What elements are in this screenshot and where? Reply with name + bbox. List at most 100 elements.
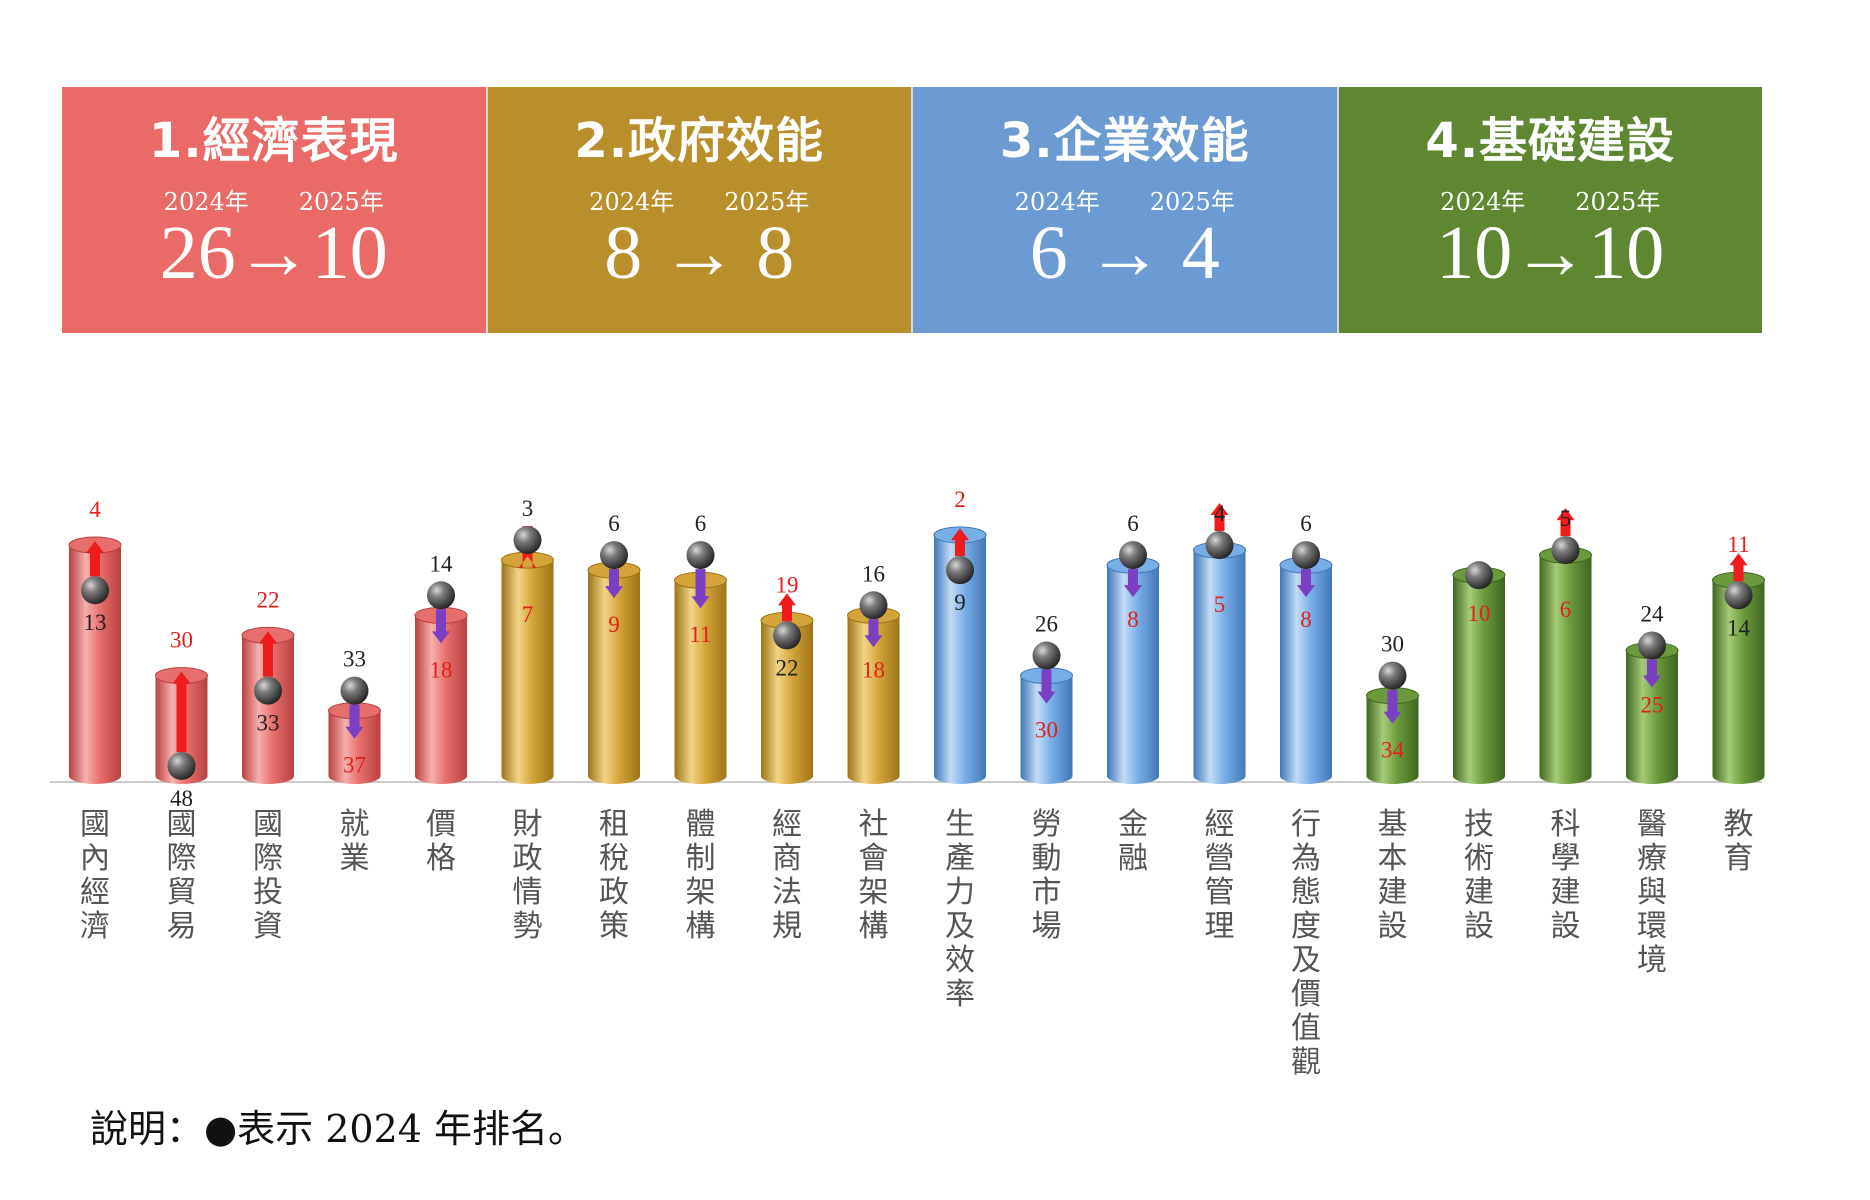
panel-years: 2024年 2025年 — [1339, 182, 1763, 217]
rank-2024-label: 6 — [608, 511, 620, 536]
rank-2024-label: 13 — [84, 610, 107, 635]
category-label-char: 育 — [1724, 841, 1754, 876]
category-label-char: 制 — [686, 841, 716, 876]
category-label-char: 濟 — [80, 909, 110, 944]
rank-up-arrow — [1210, 503, 1229, 532]
rank-2024-marker — [1551, 536, 1580, 565]
category-label-char: 租 — [599, 807, 629, 842]
category-label-char: 政 — [513, 841, 543, 876]
bar-2025 — [415, 615, 467, 784]
rank-2025-label: 18 — [862, 657, 885, 682]
category-label-char: 財 — [513, 807, 543, 842]
rank-down-arrow — [345, 704, 364, 739]
category-label-char: 投 — [253, 875, 283, 910]
rank-down-arrow — [691, 569, 710, 609]
category-label-char: 境 — [1637, 943, 1667, 978]
sub-factor-ranking-chart: 413國內經濟3048國際貿易2233國際投資3733就業1814價格73財政情… — [50, 487, 1765, 1080]
rank-2024-marker — [1032, 641, 1061, 670]
rank-2024-label: 6 — [1127, 511, 1139, 536]
panel-economic-performance: 1.經濟表現 2024年 2025年 26→10 — [62, 87, 488, 333]
category-label-char: 內 — [80, 841, 110, 876]
year-to: 2025年 — [298, 188, 384, 216]
category-label-char: 值 — [1291, 1011, 1321, 1046]
category-label-char: 政 — [599, 875, 629, 910]
rank-up-arrow — [778, 593, 796, 622]
category-label-char: 技 — [1464, 807, 1494, 842]
rank-2025-label: 22 — [257, 587, 280, 612]
rank-down-arrow — [1383, 689, 1402, 724]
bar-2025 — [1712, 580, 1765, 784]
panel-title: 2.政府效能 — [574, 113, 825, 169]
rank-2024-label: 26 — [1035, 612, 1058, 637]
rank-2024-label: 14 — [430, 551, 454, 576]
category-label-char: 設 — [1464, 909, 1494, 944]
rank-2024-marker — [1292, 541, 1320, 570]
category-label-char: 價 — [1291, 977, 1321, 1012]
rank-2024-label: 6 — [695, 511, 707, 536]
category-label-char: 稅 — [599, 841, 629, 876]
rank-2024-marker — [254, 676, 282, 705]
rank-2024-marker — [427, 581, 455, 610]
category-label-char: 金 — [1118, 807, 1148, 842]
category-label-char: 情 — [513, 875, 543, 910]
category-label-char: 經 — [772, 807, 802, 842]
category-label-char: 市 — [1032, 875, 1062, 910]
rank-2024-marker — [513, 526, 542, 555]
category-label-char: 科 — [1551, 807, 1581, 842]
rank-2024-marker — [81, 576, 109, 605]
rank-up-arrow — [86, 541, 104, 577]
category-label-char: 構 — [859, 909, 889, 944]
bar-2025 — [1020, 675, 1073, 784]
rank-2024-label: 16 — [862, 561, 885, 586]
rank-2025-label: 11 — [689, 622, 711, 647]
bar-2025 — [501, 560, 554, 784]
category-label-char: 觀 — [1291, 1045, 1321, 1080]
rank-up-arrow — [1556, 508, 1575, 537]
category-label-char: 資 — [253, 909, 283, 944]
category-label-char: 規 — [772, 909, 802, 944]
category-label-char: 策 — [599, 909, 629, 944]
rank-2024-marker — [167, 751, 196, 780]
rank-2024-label: 14 — [1727, 615, 1751, 640]
panel-years: 2024年 2025年 — [62, 182, 486, 217]
rank-2024-label: 22 — [776, 655, 799, 680]
rank-2025-label: 30 — [1035, 718, 1058, 743]
rank-2025-label: 5 — [1214, 592, 1226, 617]
rank-change: 6 → 4 — [1029, 211, 1220, 295]
category-label-char: 建 — [1551, 875, 1581, 910]
rank-change: 8 → 8 — [604, 211, 795, 295]
rank-2024-marker — [1119, 541, 1147, 570]
panel-years: 2024年 2025年 — [488, 182, 912, 217]
bar-2025 — [674, 580, 727, 784]
category-label-char: 及 — [945, 909, 975, 944]
category-label-char: 設 — [1378, 909, 1408, 944]
rank-down-arrow — [1297, 569, 1315, 598]
rank-2024-marker — [1638, 631, 1666, 660]
chart-note: 說明：●表示 2024 年排名。 — [90, 1107, 587, 1151]
category-label-char: 營 — [1205, 841, 1235, 876]
category-label-char: 法 — [772, 875, 802, 910]
category-label-char: 療 — [1637, 841, 1667, 876]
category-label-char: 社 — [859, 807, 889, 842]
category-label-char: 就 — [340, 807, 370, 842]
rank-2025-label: 34 — [1381, 738, 1405, 763]
rank-up-arrow — [259, 631, 277, 677]
category-label-char: 教 — [1724, 807, 1754, 842]
category-label-char: 效 — [945, 943, 975, 978]
category-label-char: 經 — [80, 875, 110, 910]
rank-2024-label: 24 — [1641, 601, 1665, 626]
category-label-char: 醫 — [1637, 807, 1667, 842]
rank-2024-marker — [773, 621, 801, 650]
category-label-char: 力 — [945, 875, 975, 910]
rank-down-arrow — [1037, 669, 1056, 704]
category-label-char: 際 — [167, 841, 197, 876]
category-label-char: 國 — [167, 807, 197, 842]
category-label-char: 建 — [1378, 875, 1408, 910]
category-label-char: 勞 — [1032, 807, 1062, 842]
rank-change: 26→10 — [159, 211, 388, 295]
category-label-char: 架 — [686, 875, 716, 910]
rank-2025-label: 2 — [954, 487, 966, 512]
category-label-char: 融 — [1118, 841, 1148, 876]
category-label-char: 勢 — [513, 909, 543, 944]
category-label-char: 及 — [1291, 943, 1321, 978]
